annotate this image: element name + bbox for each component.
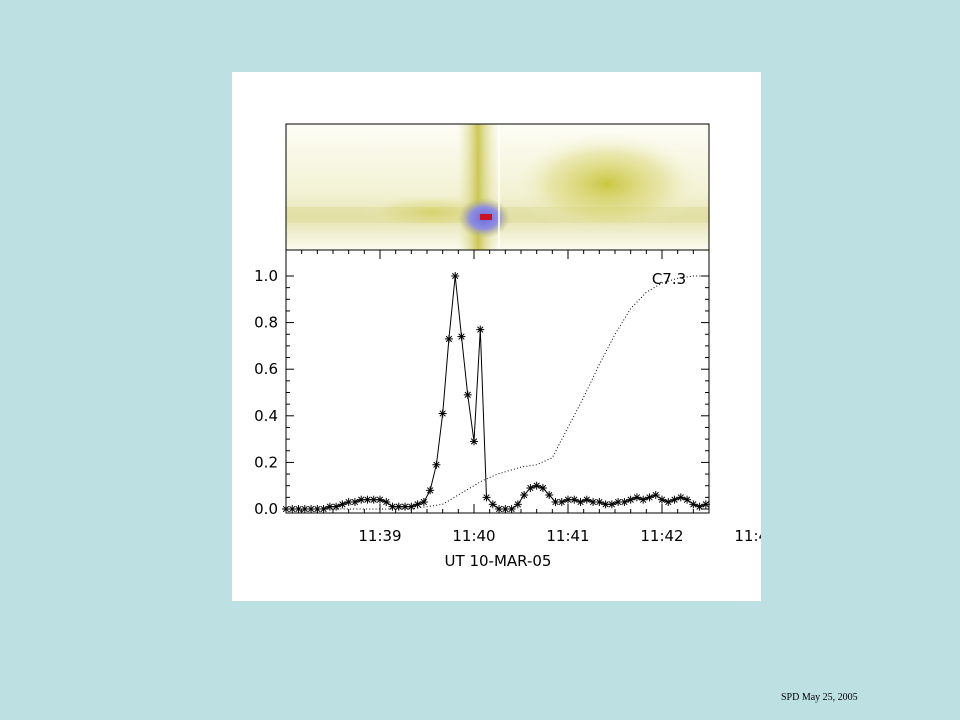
data-point-marker — [350, 498, 359, 507]
data-point-marker — [595, 498, 604, 507]
data-point-marker — [488, 500, 497, 509]
plot-frame — [285, 249, 710, 514]
data-point-marker — [413, 500, 422, 509]
footer-note: SPD May 25, 2005 — [781, 692, 858, 703]
data-point-marker — [664, 498, 673, 507]
heatmap-image — [285, 123, 710, 251]
data-point-marker — [683, 495, 692, 504]
goes-flux-curve — [286, 275, 709, 510]
y-tick-label: 0.2 — [254, 453, 278, 471]
data-point-marker — [651, 491, 660, 500]
x-tick-labels: 11:39 11:40 11:41 11:42 11:43 — [358, 527, 761, 545]
data-point-marker — [639, 495, 648, 504]
x-tick-label: 11:42 — [640, 527, 683, 545]
x-tick-label: 11:43 — [734, 527, 761, 545]
data-point-marker — [695, 502, 704, 511]
data-point-marker — [670, 495, 679, 504]
data-point-marker — [582, 495, 591, 504]
data-point-marker — [426, 486, 435, 495]
data-point-marker — [538, 484, 547, 493]
data-point-marker — [564, 495, 572, 504]
data-point-marker — [369, 495, 378, 504]
goes-class-label: C7.3 — [652, 270, 686, 288]
data-point-marker — [658, 495, 666, 504]
data-point-marker — [482, 493, 491, 502]
figure-panel: 0.0 0.2 0.4 0.6 0.8 1.0 11:39 11:40 11:41 11:42 1… — [232, 72, 761, 601]
tick-marks — [286, 250, 709, 513]
data-point-marker — [607, 500, 616, 509]
data-point-marker — [407, 502, 416, 511]
data-point-marker — [438, 409, 447, 418]
data-point-marker — [513, 500, 522, 509]
data-point-marker — [689, 500, 698, 509]
data-point-marker — [526, 484, 535, 493]
data-point-marker — [645, 493, 654, 502]
data-point-marker — [344, 498, 353, 507]
data-point-marker — [419, 498, 428, 507]
y-tick-label: 1.0 — [254, 267, 278, 285]
x-tick-label: 11:40 — [452, 527, 495, 545]
series-group — [282, 272, 710, 513]
x-tick-label: 11:41 — [546, 527, 589, 545]
y-tick-labels: 0.0 0.2 0.4 0.6 0.8 1.0 — [254, 267, 278, 518]
data-point-marker — [444, 334, 453, 343]
data-point-marker — [545, 491, 554, 500]
data-point-marker — [338, 500, 347, 509]
data-point-marker — [451, 272, 460, 280]
y-tick-label: 0.0 — [254, 500, 278, 518]
data-point-marker — [507, 505, 516, 513]
heatmap-peak — [480, 214, 492, 220]
y-tick-label: 0.4 — [254, 407, 278, 425]
y-tick-label: 0.6 — [254, 360, 278, 378]
intensity-curve — [286, 275, 707, 510]
flare-figure: 0.00.20.40.60.81.0 11:39 11:40 11:41 11:42 1… — [254, 123, 761, 570]
data-point-marker — [701, 500, 710, 509]
data-point-marker — [620, 498, 629, 507]
data-point-marker — [676, 493, 685, 502]
data-point-marker — [632, 493, 641, 502]
data-point-marker — [570, 495, 579, 504]
data-point-marker — [532, 481, 541, 490]
data-point-marker — [382, 498, 391, 507]
data-point-marker — [520, 491, 529, 500]
data-point-marker — [463, 390, 472, 399]
data-point-marker — [470, 437, 478, 446]
data-point-marker — [457, 332, 466, 341]
data-point-marker — [319, 505, 328, 513]
x-axis-label: UT 10-MAR-05 — [445, 552, 552, 570]
data-point-marker — [376, 495, 384, 504]
data-point-marker — [501, 505, 510, 513]
data-point-marker — [626, 495, 635, 504]
data-point-marker — [432, 460, 441, 469]
x-tick-label: 11:39 — [358, 527, 401, 545]
y-tick-label: 0.8 — [254, 314, 278, 332]
data-point-marker — [551, 498, 560, 507]
data-point-marker — [576, 498, 585, 507]
data-point-marker — [557, 498, 566, 507]
data-point-marker — [476, 325, 485, 334]
